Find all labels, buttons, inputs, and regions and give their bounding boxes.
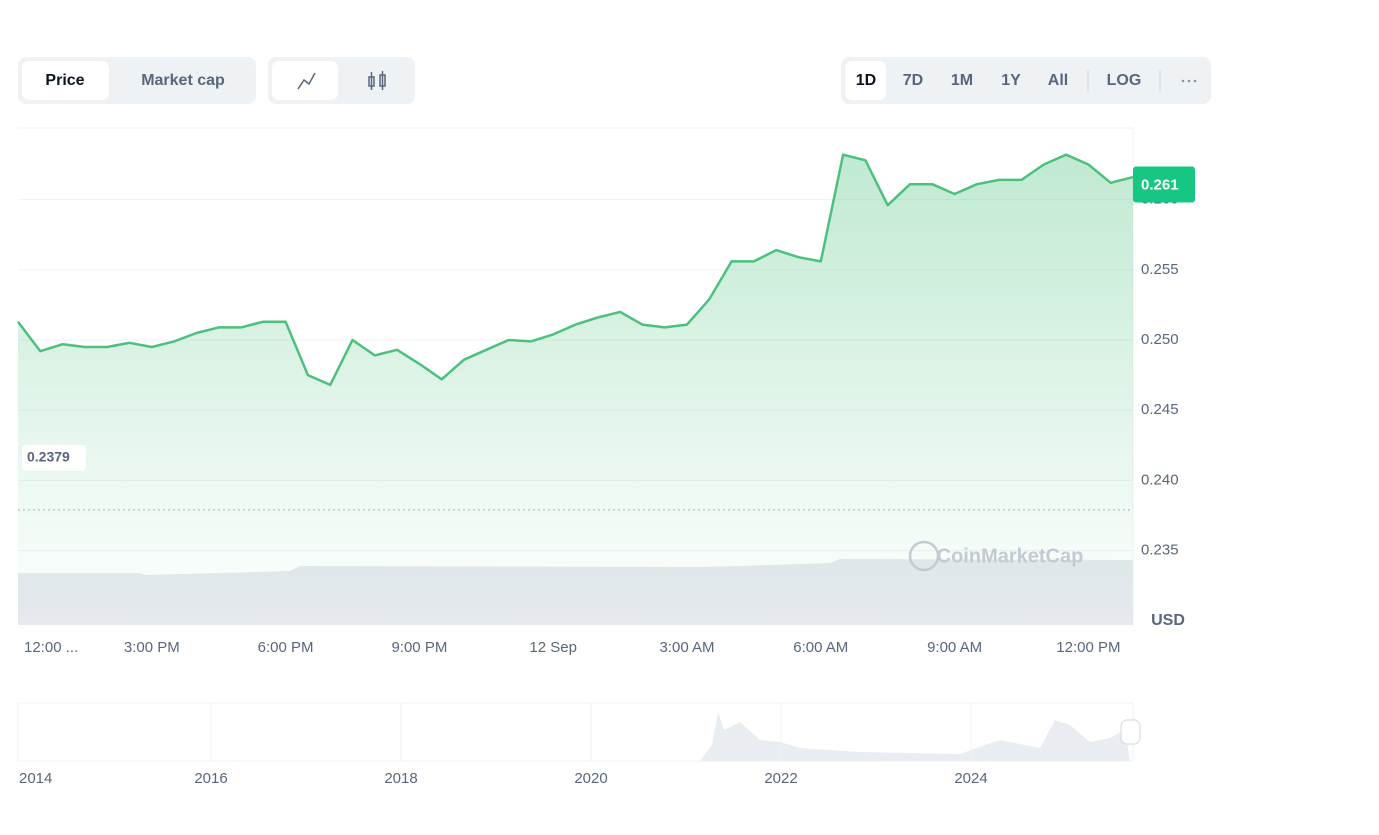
x-tick-label: 6:00 AM <box>793 639 848 656</box>
watermark: CoinMarketCap <box>937 545 1084 567</box>
y-tick-label: 0.240 <box>1141 471 1179 488</box>
y-tick-label: 0.255 <box>1141 261 1179 278</box>
range[interactable]: 1Y <box>1001 72 1021 89</box>
x-tick-label: 12 Sep <box>529 639 577 656</box>
navigator-handle[interactable] <box>1120 719 1141 745</box>
y-tick-label: 0.235 <box>1141 542 1179 559</box>
y-tick-label: 0.250 <box>1141 331 1179 348</box>
range[interactable]: 1D <box>856 72 876 89</box>
log-button[interactable]: LOG <box>1107 72 1142 89</box>
x-tick-label: 12:00 ... <box>24 639 78 656</box>
range[interactable]: 1M <box>951 72 973 89</box>
line-icon <box>297 72 316 90</box>
more-button[interactable] <box>1181 79 1197 83</box>
navigator-year: 2024 <box>954 770 987 787</box>
min-label: 0.2379 <box>27 449 70 465</box>
navigator-year: 2020 <box>574 770 607 787</box>
range[interactable]: All <box>1048 72 1068 89</box>
tab[interactable]: Market cap <box>141 72 225 89</box>
price-line <box>17 153 1134 387</box>
tab[interactable]: Price <box>45 72 84 89</box>
navigator: 2014 2016 2018 2020 2022 2024 <box>19 703 988 787</box>
navigator-year: 2014 <box>19 770 52 787</box>
range-active[interactable] <box>845 61 886 100</box>
x-tick-label: 9:00 AM <box>927 639 982 656</box>
x-tick-label: 9:00 PM <box>391 639 447 656</box>
navigator-year: 2022 <box>764 770 797 787</box>
x-tick-label: 3:00 AM <box>659 639 714 656</box>
x-tick-label: 3:00 PM <box>124 639 180 656</box>
tab-active[interactable] <box>22 61 109 100</box>
range[interactable]: 7D <box>903 72 923 89</box>
navigator-year: 2018 <box>384 770 417 787</box>
y-tick-label: 0.245 <box>1141 401 1179 418</box>
navigator-year: 2016 <box>194 770 227 787</box>
price-badge-label: 0.261 <box>1141 177 1179 194</box>
watermark-logo <box>908 540 940 572</box>
min-badge <box>22 444 86 471</box>
y-unit: USD <box>1151 612 1185 629</box>
navigator-area <box>18 712 1130 761</box>
x-tick-label: 6:00 PM <box>258 639 314 656</box>
price-badge <box>1133 166 1195 203</box>
price-area <box>18 154 1133 625</box>
range-group <box>841 57 1211 104</box>
x-tick-label: 12:00 PM <box>1056 639 1120 656</box>
candle-icon[interactable] <box>368 71 386 90</box>
